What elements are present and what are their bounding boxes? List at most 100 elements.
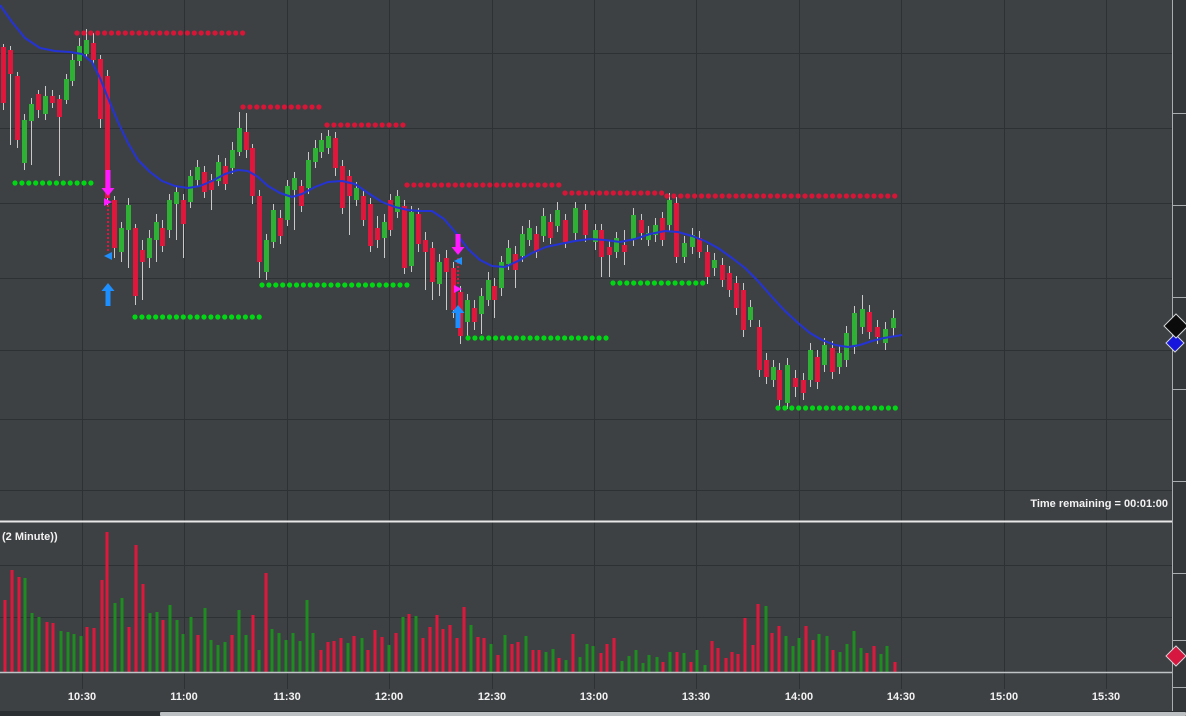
swing-low-dot: [342, 282, 348, 288]
volume-bar: [537, 650, 541, 672]
candlestick: [278, 218, 283, 236]
volume-bar: [510, 644, 514, 672]
swing-low-dot: [527, 335, 533, 341]
volume-bar: [544, 652, 548, 672]
volume-bar: [414, 616, 418, 672]
volume-bar: [872, 646, 876, 672]
volume-bar: [831, 650, 835, 672]
volume-bar: [332, 641, 336, 672]
swing-low-dot: [700, 280, 706, 286]
candlestick: [430, 248, 435, 282]
swing-high-dot: [205, 30, 211, 36]
candlestick: [230, 150, 235, 168]
volume-bar: [251, 615, 255, 672]
swing-low-dot: [60, 180, 66, 186]
swing-high-dot: [590, 190, 596, 196]
candlestick: [801, 380, 806, 393]
swing-high-dot: [88, 30, 94, 36]
candlestick: [15, 76, 20, 140]
horizontal-scrollbar[interactable]: [0, 711, 1186, 716]
swing-low-dot: [830, 405, 836, 411]
swing-low-dot: [12, 180, 18, 186]
swing-high-dot: [393, 122, 399, 128]
swing-low-dot: [266, 282, 272, 288]
candlestick: [852, 313, 857, 347]
candlestick: [250, 148, 255, 196]
swing-high-dot: [115, 30, 121, 36]
volume-bar: [859, 648, 863, 672]
swing-low-dot: [555, 335, 561, 341]
swing-low-dot: [33, 180, 39, 186]
volume-bar: [401, 617, 405, 672]
volume-bar: [770, 633, 774, 672]
volume-bar: [441, 629, 445, 672]
swing-low-dot: [651, 280, 658, 286]
volume-bar: [524, 636, 528, 672]
candlestick: [395, 196, 400, 212]
volume-bar: [120, 598, 124, 672]
swing-high-dot: [352, 122, 358, 128]
volume-bar: [216, 645, 220, 672]
candlestick: [292, 178, 297, 190]
swing-low-dot: [215, 314, 221, 320]
swing-low-dot: [865, 405, 871, 411]
volume-bar: [127, 627, 131, 672]
swing-low-dot: [259, 282, 265, 288]
volume-bar: [496, 655, 500, 672]
swing-high-dot: [268, 104, 274, 110]
candlestick: [340, 166, 345, 208]
swing-high-dot: [850, 193, 856, 199]
buy-signal-arrow: [101, 283, 115, 306]
swing-high-dot: [705, 193, 712, 199]
volume-bar: [627, 656, 631, 672]
swing-low-dot: [314, 282, 320, 288]
swing-high-dot: [122, 30, 128, 36]
volume-bar: [346, 643, 350, 672]
swing-high-dot: [754, 193, 760, 199]
candlestick: [299, 186, 304, 206]
volume-bar: [3, 600, 7, 672]
volume-bar: [838, 652, 842, 672]
volume-bar: [105, 532, 109, 672]
candlestick: [520, 234, 525, 256]
candlestick: [126, 205, 131, 230]
swing-high-dot: [295, 104, 301, 110]
swing-high-dot: [288, 104, 294, 110]
candlestick: [667, 200, 672, 225]
volume-bar: [311, 633, 315, 672]
volume-bar: [455, 638, 459, 672]
candlestick: [451, 268, 456, 310]
swing-high-dot: [583, 190, 589, 196]
swing-high-dot: [164, 30, 170, 36]
swing-low-dot: [180, 314, 186, 320]
candlestick: [147, 238, 152, 258]
swing-low-dot: [235, 314, 242, 320]
candlestick: [244, 132, 249, 150]
candlestick: [748, 307, 753, 320]
swing-low-dot: [575, 335, 582, 341]
swing-low-dot: [809, 405, 816, 411]
volume-bar: [257, 650, 261, 672]
swing-high-dot: [795, 193, 801, 199]
volume-bar: [865, 653, 869, 672]
trade-exit-marker: [454, 257, 462, 265]
volume-bar: [777, 626, 781, 672]
swing-low-dot: [249, 314, 255, 320]
swing-low-dot: [472, 335, 478, 341]
candlestick: [764, 360, 769, 377]
candlestick: [319, 140, 324, 152]
volume-bar: [435, 615, 439, 672]
volume-bar: [161, 620, 165, 672]
candlestick: [573, 208, 578, 233]
candlestick: [548, 222, 553, 238]
candlestick: [271, 210, 276, 242]
swing-low-dot: [166, 314, 173, 320]
scrollbar-thumb[interactable]: [160, 712, 1186, 716]
swing-low-dot: [300, 282, 306, 288]
candlestick: [388, 200, 393, 230]
swing-high-dot: [324, 122, 330, 128]
swing-high-dot: [240, 30, 246, 36]
candlestick: [98, 59, 103, 119]
candlestick: [209, 180, 214, 190]
